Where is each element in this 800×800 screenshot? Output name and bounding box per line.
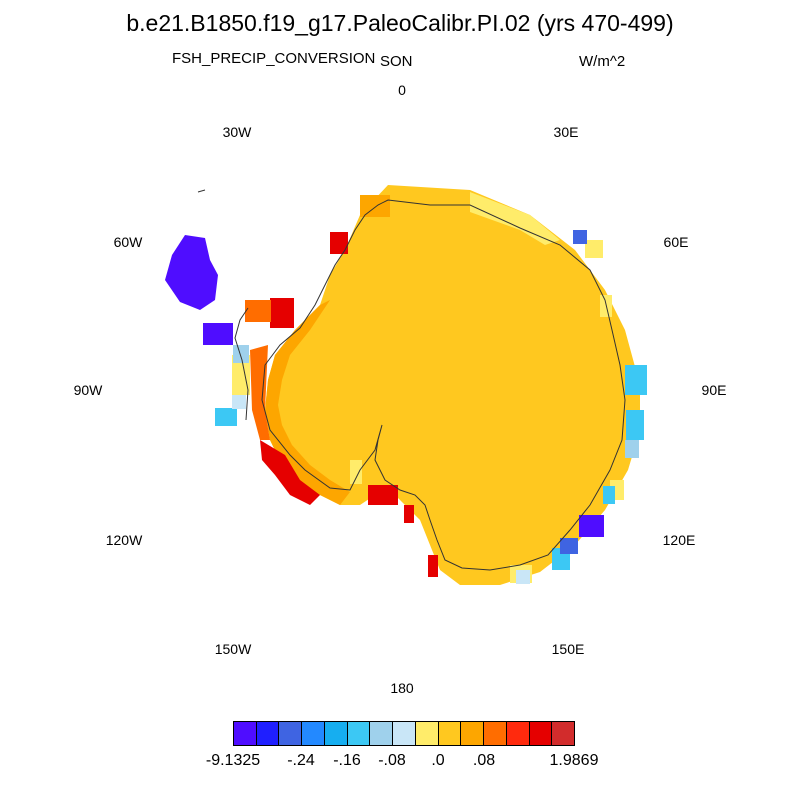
colorbar-box [438,722,462,745]
margin-cell [232,395,246,409]
colorbar-label: -.24 [287,752,315,769]
margin-cell [232,355,250,395]
margin-cell [245,300,271,322]
peninsula-strong-negative [165,235,218,310]
lon-label-180: 180 [390,680,414,696]
antarctica-interior-field [265,185,640,585]
map-title: b.e21.B1850.f19_g17.PaleoCalibr.PI.02 (y… [126,10,674,36]
colorbar-box [256,722,280,745]
colorbar-label: .08 [472,752,496,769]
island-outline [197,189,206,193]
margin-cell [560,538,578,554]
margin-band-yellow [470,192,560,245]
colorbar-box [393,722,416,745]
margin-cell [579,515,604,537]
margin-cell [270,298,294,328]
margin-cell [603,486,615,504]
colorbar-label: -.08 [378,752,406,769]
margin-cell [625,365,647,395]
colorbar-label-min: -9.1325 [205,752,261,769]
margin-cell [203,323,233,345]
margin-cell [626,410,644,440]
colorbar-box [324,722,348,745]
colorbar-box [529,722,553,745]
lon-label-30w: 30W [222,124,252,140]
margin-cell [428,555,438,577]
margin-cell [368,485,398,505]
colorbar-box [506,722,530,745]
colorbar-label: .0 [431,752,445,769]
variable-name: FSH_PRECIP_CONVERSION [172,50,376,67]
margin-band-red-2 [260,440,320,505]
margin-cell [360,195,390,217]
season-label: SON [380,53,413,70]
colorbar-box [279,722,303,745]
units-label: W/m^2 [579,53,626,70]
lon-label-120w: 120W [105,532,143,548]
lon-label-90w: 90W [73,382,103,398]
lon-label-120e: 120E [662,532,696,548]
margin-cell [585,240,603,258]
colorbar-box [347,722,371,745]
colorbar-box [552,722,575,745]
colorbar-box [484,722,507,745]
colorbar [233,721,575,746]
lon-label-90e: 90E [701,382,727,398]
peninsula-coastline [234,307,249,421]
margin-cell [215,408,237,426]
coastline [261,199,626,571]
lon-label-60w: 60W [113,234,143,250]
colorbar-label: -.16 [333,752,361,769]
colorbar-box [234,722,257,745]
colorbar-box [415,722,439,745]
lon-label-0: 0 [398,82,406,98]
margin-band-orange [265,300,350,505]
margin-cell [330,232,348,254]
lon-label-150w: 150W [214,641,252,657]
margin-cell [350,460,362,484]
lon-label-150e: 150E [551,641,585,657]
colorbar-box [370,722,394,745]
colorbar-box [302,722,325,745]
margin-cell [233,345,249,363]
margin-cell [516,570,530,584]
colorbar-label-max: 1.9869 [549,752,599,769]
lon-label-60e: 60E [663,234,689,250]
colorbar-box [461,722,485,745]
margin-cell [625,440,639,458]
margin-cell [573,230,587,244]
lon-label-30e: 30E [553,124,579,140]
margin-cell [404,505,414,523]
